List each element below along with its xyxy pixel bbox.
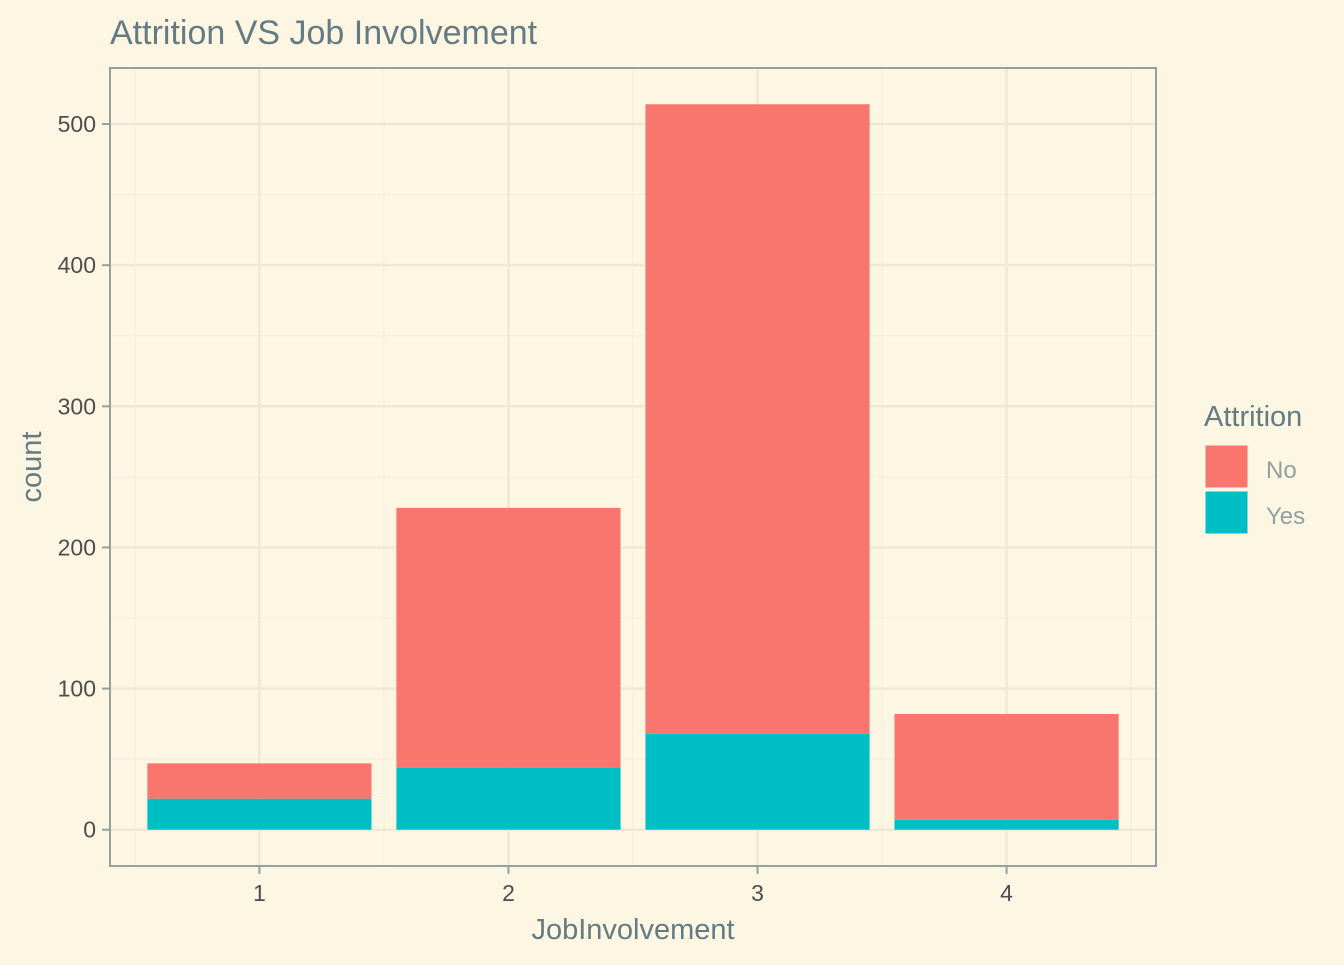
y-tick-label: 200 xyxy=(58,534,96,560)
y-tick-label: 0 xyxy=(83,817,96,843)
x-axis-ticks: 1 2 3 4 xyxy=(253,866,1013,906)
y-tick-label: 400 xyxy=(58,252,96,278)
bar-yes-4 xyxy=(894,819,1119,830)
chart-title: Attrition VS Job Involvement xyxy=(110,14,538,52)
x-tick-label: 4 xyxy=(1000,880,1013,906)
bar-yes-1 xyxy=(147,798,372,830)
x-axis-title: JobInvolvement xyxy=(531,914,734,946)
panel-border xyxy=(109,67,1157,867)
bar-yes-3 xyxy=(645,733,870,830)
bar-no-2 xyxy=(396,507,621,768)
x-tick-label: 2 xyxy=(502,880,515,906)
x-tick-label: 1 xyxy=(253,880,266,906)
bars xyxy=(147,104,1119,830)
legend-label-yes: Yes xyxy=(1266,503,1305,530)
y-axis-ticks: 0 100 200 300 400 500 xyxy=(58,111,110,843)
y-axis-title: count xyxy=(16,432,48,503)
bar-no-1 xyxy=(147,763,372,799)
y-tick-label: 500 xyxy=(58,111,96,137)
bar-no-4 xyxy=(894,713,1119,820)
legend-key-no xyxy=(1204,444,1249,489)
x-tick-label: 3 xyxy=(751,880,764,906)
legend-label-no: No xyxy=(1266,457,1297,484)
bar-no-3 xyxy=(645,104,870,734)
legend-key-yes xyxy=(1204,490,1249,535)
y-tick-label: 300 xyxy=(58,393,96,419)
minor-gridlines xyxy=(110,68,1156,866)
bar-yes-2 xyxy=(396,767,621,830)
legend: Attrition No Yes xyxy=(1204,401,1305,535)
y-tick-label: 100 xyxy=(58,676,96,702)
legend-title: Attrition xyxy=(1204,401,1302,433)
